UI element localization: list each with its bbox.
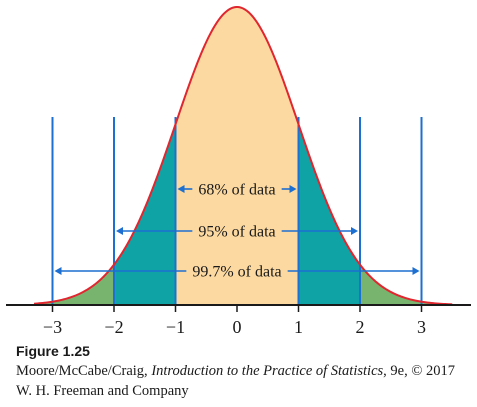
credit-prefix: Moore/McCabe/Craig, bbox=[16, 363, 152, 379]
range-arrowhead bbox=[412, 267, 420, 275]
range-arrowhead bbox=[289, 185, 297, 193]
range-2: 99.7% of data bbox=[60, 264, 414, 281]
region-0 bbox=[175, 7, 299, 305]
range-label: 99.7% of data bbox=[192, 264, 281, 281]
range-annotations: 68% of data 95% of data 99.7% of data bbox=[54, 182, 420, 281]
credit-title: Introduction to the Practice of Statisti… bbox=[151, 363, 384, 379]
x-tick-label: 2 bbox=[356, 317, 365, 337]
x-tick-label: −1 bbox=[166, 317, 185, 337]
range-arrowhead bbox=[116, 227, 123, 235]
credit-suffix: , 9e, © 2017 W. H. Freeman and Company bbox=[16, 363, 455, 399]
density-curve-group bbox=[33, 6, 453, 306]
range-arrowhead bbox=[54, 267, 62, 275]
normal-distribution-chart: −3 −2 −1 0 1 2 3 68% of data 95% of data 99.7% o… bbox=[6, 6, 471, 337]
range-label: 95% of data bbox=[198, 224, 275, 241]
range-label: 68% of data bbox=[198, 182, 275, 199]
x-tick-label: 3 bbox=[417, 317, 426, 337]
x-tick-label: −2 bbox=[104, 317, 123, 337]
range-arrowhead bbox=[177, 185, 185, 193]
sigma-lines bbox=[51, 117, 423, 305]
x-tick-label: 1 bbox=[294, 317, 303, 337]
shaded-regions bbox=[34, 7, 453, 305]
region-3 bbox=[34, 264, 114, 305]
range-arrowhead bbox=[351, 227, 358, 235]
range-1: 95% of data bbox=[122, 224, 352, 241]
x-tick-label: −3 bbox=[43, 317, 62, 337]
density-curve bbox=[33, 6, 453, 306]
x-tick-label: 0 bbox=[233, 317, 242, 337]
range-0: 68% of data bbox=[183, 182, 291, 199]
x-axis: −3 −2 −1 0 1 2 3 bbox=[6, 304, 471, 337]
figure-caption: Figure 1.25 Moore/McCabe/Craig, Introduc… bbox=[16, 341, 471, 401]
region-4 bbox=[360, 264, 453, 305]
figure-label: Figure 1.25 bbox=[16, 343, 90, 359]
